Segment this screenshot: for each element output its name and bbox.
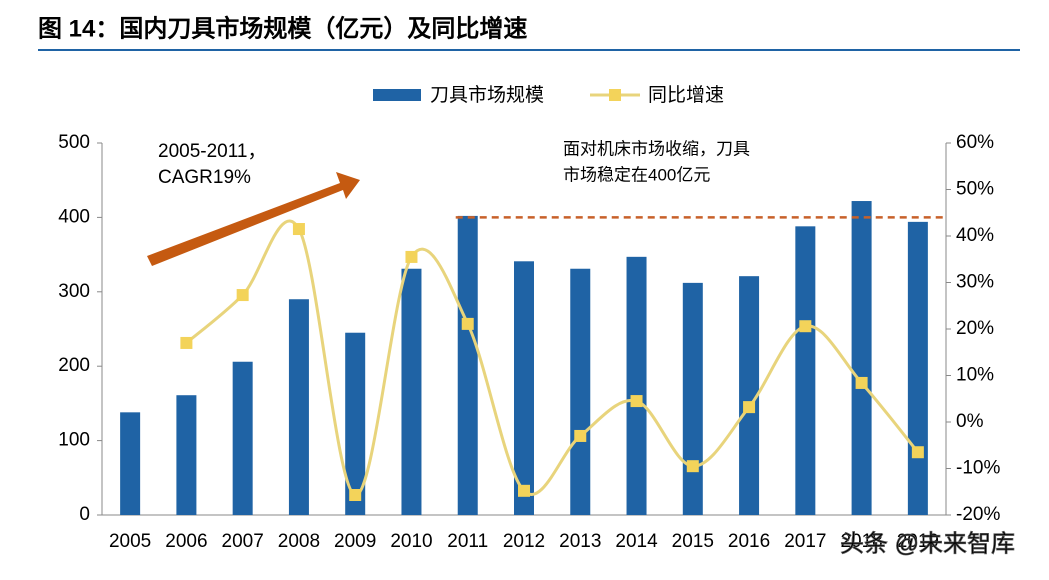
legend-swatch-bar xyxy=(373,89,421,101)
growth-marker xyxy=(574,429,587,442)
y-tick-label: 500 xyxy=(58,132,90,153)
growth-marker xyxy=(518,484,530,497)
bar xyxy=(570,268,591,515)
growth-marker xyxy=(461,317,474,330)
annotation: 2005-2011， xyxy=(158,141,266,162)
growth-line xyxy=(185,219,920,497)
x-tick-label: 2013 xyxy=(559,531,601,552)
x-tick-label: 2007 xyxy=(222,531,264,552)
legend-label: 同比增速 xyxy=(648,84,724,106)
bar xyxy=(232,361,253,515)
y-tick-label: 100 xyxy=(58,430,90,451)
legend-label: 刀具市场规模 xyxy=(430,84,544,106)
y2-tick-label: 20% xyxy=(956,318,994,339)
growth-marker xyxy=(236,289,249,302)
x-tick-label: 2008 xyxy=(278,531,320,552)
growth-marker xyxy=(292,223,305,236)
x-tick-label: 2011 xyxy=(447,531,488,552)
x-tick-label: 2019 xyxy=(897,531,939,552)
x-tick-label: 2016 xyxy=(728,531,770,552)
growth-marker xyxy=(911,446,924,459)
y-tick-label: 300 xyxy=(58,281,90,302)
y2-tick-label: 10% xyxy=(956,365,994,386)
bar xyxy=(288,299,309,515)
annotation: CAGR19% xyxy=(158,167,251,188)
y-tick-label: 0 xyxy=(79,504,90,525)
bar xyxy=(739,276,760,515)
bar xyxy=(345,332,366,515)
growth-marker xyxy=(799,320,812,333)
growth-marker xyxy=(349,489,362,502)
y-tick-label: 400 xyxy=(58,206,90,227)
bar xyxy=(120,412,141,515)
watermark: 头条 @未来智库 xyxy=(840,530,1015,557)
x-tick-label: 2015 xyxy=(672,531,714,552)
bar xyxy=(682,282,703,515)
chart-title: 图 14：国内刀具市场规模（亿元）及同比增速 xyxy=(38,14,527,42)
bar xyxy=(851,201,872,516)
y2-tick-label: 0% xyxy=(956,411,984,432)
growth-marker xyxy=(743,401,756,414)
growth-marker xyxy=(855,376,868,389)
x-tick-label: 2018 xyxy=(840,531,882,552)
legend-swatch-marker xyxy=(609,89,621,101)
growth-marker xyxy=(686,460,699,473)
x-tick-label: 2012 xyxy=(503,531,545,552)
y2-tick-label: 50% xyxy=(956,179,994,200)
bar xyxy=(401,268,422,515)
growth-marker xyxy=(405,250,418,263)
growth-marker xyxy=(630,395,643,408)
bar xyxy=(176,395,197,515)
growth-marker xyxy=(180,336,193,349)
annotation: 面对机床市场收缩，刀具 xyxy=(563,139,750,158)
y2-tick-label: 40% xyxy=(956,225,994,246)
x-tick-label: 2014 xyxy=(615,531,658,552)
y2-tick-label: -20% xyxy=(956,504,1000,525)
x-tick-label: 2005 xyxy=(109,531,151,552)
bar xyxy=(795,226,816,515)
bar xyxy=(907,221,928,515)
y2-tick-label: -10% xyxy=(956,458,1000,479)
x-tick-label: 2006 xyxy=(165,531,207,552)
annotation: 市场稳定在400亿元 xyxy=(563,165,710,184)
bar xyxy=(457,215,478,516)
x-tick-label: 2017 xyxy=(784,531,826,552)
x-tick-label: 2009 xyxy=(334,531,376,552)
bar xyxy=(626,256,647,515)
bar xyxy=(514,261,534,515)
x-tick-label: 2010 xyxy=(390,531,432,552)
y-tick-label: 200 xyxy=(58,355,90,376)
y2-tick-label: 60% xyxy=(956,132,994,153)
trend-arrow xyxy=(147,172,360,266)
y2-tick-label: 30% xyxy=(956,272,994,293)
